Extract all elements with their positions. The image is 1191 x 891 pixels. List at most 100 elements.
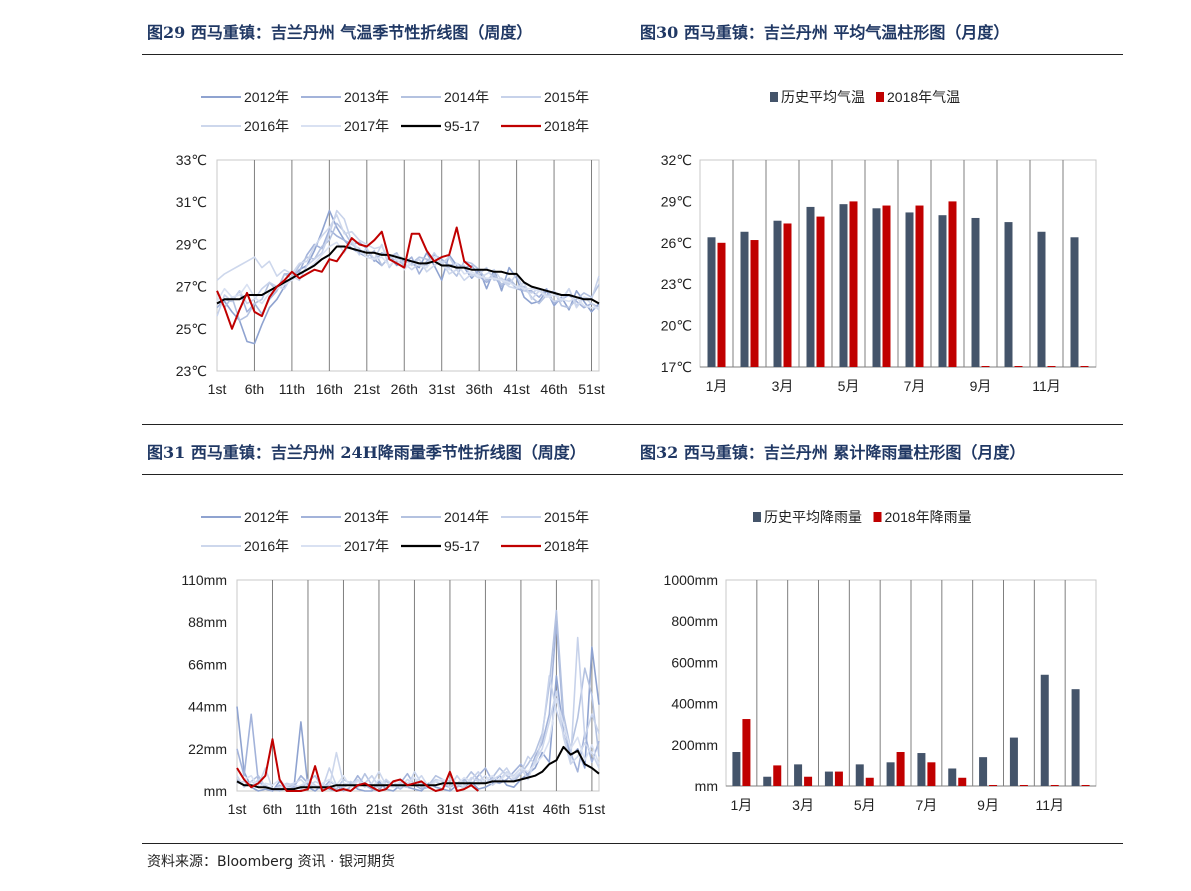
y-tick-label: 110mm (181, 572, 227, 588)
bar-2018年降雨量-2月 (773, 765, 782, 786)
legend-label: 2013年 (344, 509, 389, 525)
x-tick-label: 51st (579, 801, 606, 817)
x-tick-label: 31st (437, 801, 464, 817)
y-tick-label: 26℃ (661, 235, 692, 251)
bar-2018年降雨量-11月 (1050, 785, 1059, 786)
bar-历史平均气温-6月 (872, 208, 881, 367)
bar-2018年降雨量-5月 (865, 777, 874, 786)
x-tick-label: 36th (472, 801, 499, 817)
y-tick-label: 66mm (188, 656, 227, 672)
x-tick-label: 21st (366, 801, 393, 817)
x-tick-label: 9月 (970, 378, 992, 394)
legend-swatch (876, 92, 884, 102)
x-tick-label: 1月 (706, 378, 728, 394)
legend-label: 2013年 (344, 89, 389, 105)
x-tick-label: 46th (540, 381, 567, 397)
y-tick-label: mm (204, 783, 227, 799)
x-tick-label: 1月 (731, 797, 753, 813)
bar-2018年气温-2月 (750, 240, 759, 367)
bar-历史平均降雨量-8月 (948, 768, 957, 786)
legend-label: 2014年 (444, 89, 489, 105)
plot-area (216, 159, 600, 372)
x-tick-label: 11月 (1035, 797, 1064, 813)
legend-label: 2012年 (244, 89, 289, 105)
bar-2018年气温-5月 (849, 201, 858, 367)
y-tick-label: 33℃ (176, 152, 207, 168)
legend-label: 2012年 (244, 509, 289, 525)
bar-2018年气温-3月 (783, 223, 792, 367)
x-tick-label: 41st (508, 801, 535, 817)
y-tick-label: 29℃ (661, 193, 692, 209)
x-tick-label: 5月 (854, 797, 876, 813)
bar-2018年降雨量-9月 (989, 785, 998, 786)
legend-label: 2016年 (244, 118, 289, 134)
legend-label: 2018年 (544, 538, 589, 554)
y-tick-label: 17℃ (661, 359, 692, 375)
series-line-2018年 (236, 738, 479, 792)
bar-历史平均气温-11月 (1037, 231, 1046, 367)
bar-2018年降雨量-7月 (927, 762, 936, 786)
bar-历史平均降雨量-12月 (1071, 689, 1080, 786)
legend-label: 2016年 (244, 538, 289, 554)
legend-swatch (873, 512, 882, 522)
chart-monthly-temperature: 历史平均气温 2018年气温 17℃ 20℃ 23℃ 26℃ 29℃ 32℃ 1月 3月 5月 7月 9… (661, 89, 1097, 394)
x-tick-label: 6th (245, 381, 264, 397)
x-tick-label: 3月 (792, 797, 814, 813)
bar-历史平均降雨量-2月 (763, 776, 772, 786)
bar-历史平均降雨量-9月 (979, 757, 988, 786)
legend-label: 历史平均气温 (781, 89, 865, 105)
y-tick-label: 32℃ (661, 152, 692, 168)
bar-2018年降雨量-10月 (1019, 785, 1028, 786)
bar-2018年降雨量-1月 (742, 719, 751, 786)
y-tick-label: 200mm (671, 737, 718, 753)
chart-title-p29: 图29 西马重镇：吉兰丹州 气温季节性折线图（周度） (147, 23, 533, 42)
y-tick-label: 31℃ (176, 194, 207, 210)
bar-历史平均降雨量-1月 (732, 752, 741, 786)
chart-weekly-temperature: 2012年 2013年 2014年 2015年 2016年 2017年 95-17 2018年… (176, 89, 605, 397)
bar-历史平均气温-4月 (806, 206, 815, 367)
bar-历史平均降雨量-5月 (855, 764, 864, 786)
legend-label: 2017年 (344, 538, 389, 554)
bar-2018年气温-8月 (948, 201, 957, 367)
bar-历史平均气温-7月 (905, 212, 914, 367)
y-tick-label: 27℃ (176, 279, 207, 295)
bar-历史平均气温-10月 (1004, 222, 1013, 367)
bar-历史平均降雨量-10月 (1009, 737, 1018, 786)
x-tick-label: 36th (466, 381, 493, 397)
x-tick-label: 6th (263, 801, 282, 817)
series-line-2012年 (216, 209, 600, 345)
series-line-2018年 (216, 226, 473, 330)
x-tick-label: 1st (208, 381, 227, 397)
bar-2018年气温-7月 (915, 205, 924, 367)
legend-label: 2014年 (444, 509, 489, 525)
x-tick-label: 21st (354, 381, 381, 397)
y-tick-label: 25℃ (176, 321, 207, 337)
legend-label: 95-17 (444, 538, 480, 554)
chart-title-p32: 图32 西马重镇：吉兰丹州 累计降雨量柱形图（月度） (640, 443, 1026, 462)
chart-title-p31: 图31 西马重镇：吉兰丹州 24H降雨量季节性折线图（周度） (147, 443, 586, 462)
y-tick-label: 800mm (671, 613, 718, 629)
bar-2018年气温-9月 (981, 366, 990, 367)
chart-monthly-rainfall: 历史平均降雨量 2018年降雨量 mm 200mm 400mm 600mm 800mm 100… (664, 509, 1097, 813)
bar-2018年气温-4月 (816, 216, 825, 367)
x-tick-label: 31st (428, 381, 455, 397)
x-tick-label: 16th (330, 801, 357, 817)
source-note: 资料来源：Bloomberg 资讯 · 银河期货 (147, 854, 395, 870)
x-tick-label: 11th (279, 381, 305, 397)
legend-swatch (753, 512, 761, 522)
y-tick-label: 23℃ (661, 276, 692, 292)
y-tick-label: 1000mm (664, 572, 718, 588)
series-line-2014年 (236, 609, 600, 792)
y-tick-label: 23℃ (176, 363, 207, 379)
y-tick-label: mm (695, 778, 718, 794)
bar-历史平均降雨量-11月 (1040, 674, 1049, 786)
y-tick-label: 44mm (188, 699, 227, 715)
bar-2018年降雨量-3月 (804, 776, 813, 786)
y-tick-label: 400mm (671, 696, 718, 712)
legend-label: 历史平均降雨量 (764, 509, 862, 525)
series-line-2016年 (236, 690, 600, 790)
bar-历史平均气温-8月 (938, 215, 947, 367)
legend-label: 2018年 (544, 118, 589, 134)
y-tick-label: 600mm (671, 654, 718, 670)
legend-swatch (770, 92, 778, 102)
